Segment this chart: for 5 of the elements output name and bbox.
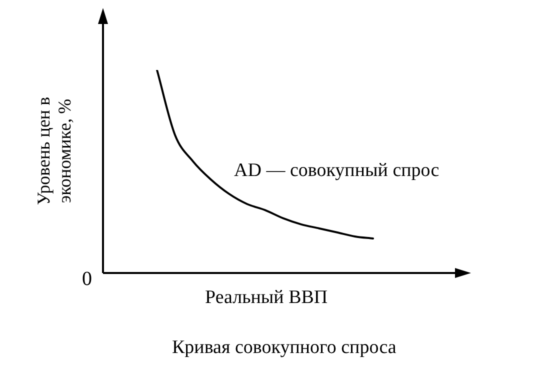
y-axis-title: Уровень цен в экономике, % — [34, 96, 76, 208]
text: Кривая совокупного спроса — [172, 337, 396, 359]
annotation: AD — совокупный спрос — [234, 160, 440, 182]
x-axis-title: Реальный ВВП — [205, 287, 328, 309]
text: 0 — [82, 268, 92, 291]
